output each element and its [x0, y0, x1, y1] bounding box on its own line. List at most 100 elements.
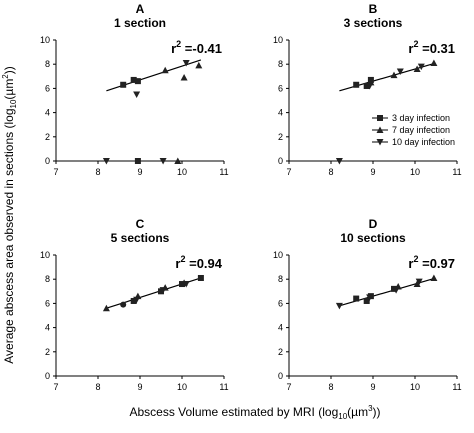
- panel-letter: C: [136, 217, 145, 231]
- y-tick-label: 4: [278, 323, 283, 333]
- y-tick-label: 4: [45, 108, 50, 118]
- y-tick-label: 2: [45, 347, 50, 357]
- x-tick-label: 10: [177, 382, 187, 392]
- y-tick-label: 2: [45, 132, 50, 142]
- x-tick-label: 7: [286, 167, 291, 177]
- x-tick-label: 8: [328, 167, 333, 177]
- x-tick-label: 8: [95, 167, 100, 177]
- data-point-triangle-down: [182, 59, 190, 67]
- data-point-triangle-down: [159, 158, 167, 165]
- data-point-triangle-down: [366, 82, 374, 90]
- r-squared-label: r2 =0.31: [408, 39, 455, 56]
- data-point-triangle-up: [161, 66, 169, 74]
- data-point-triangle-down: [133, 91, 141, 98]
- data-point-square: [353, 81, 360, 88]
- legend-marker-triangle-down: [376, 139, 384, 146]
- y-tick-label: 8: [45, 274, 50, 284]
- data-point-triangle-down: [415, 278, 423, 286]
- panel-title: 10 sections: [340, 231, 406, 245]
- y-tick-label: 0: [278, 156, 283, 166]
- y-tick-label: 0: [45, 156, 50, 166]
- r-squared-label: r2 =-0.41: [171, 39, 222, 56]
- data-point-square: [353, 295, 360, 302]
- y-tick-label: 10: [40, 250, 50, 260]
- legend-marker-triangle-up: [376, 126, 384, 133]
- x-tick-label: 11: [219, 167, 228, 177]
- x-tick-label: 8: [328, 382, 333, 392]
- panel-title: 3 sections: [344, 16, 403, 30]
- y-axis-label: Average abscess area observed in section…: [1, 66, 18, 364]
- x-tick-label: 9: [370, 167, 375, 177]
- data-point-triangle-down: [102, 158, 110, 165]
- x-tick-label: 9: [137, 382, 142, 392]
- data-point-triangle-up: [413, 65, 421, 73]
- data-point-triangle-down: [133, 296, 141, 304]
- x-tick-label: 7: [286, 382, 291, 392]
- x-tick-label: 11: [452, 167, 461, 177]
- data-point-triangle-down: [159, 287, 167, 294]
- legend-marker-square: [377, 115, 383, 121]
- x-tick-label: 11: [452, 382, 461, 392]
- y-tick-label: 4: [278, 108, 283, 118]
- x-axis-label: Abscess Volume estimated by MRI (log10(µ…: [129, 404, 380, 421]
- y-tick-label: 0: [278, 371, 283, 381]
- data-point-triangle-down: [417, 63, 425, 71]
- panel-letter: A: [136, 2, 145, 16]
- x-tick-label: 8: [95, 382, 100, 392]
- x-tick-label: 11: [219, 382, 228, 392]
- data-point-square: [363, 297, 370, 304]
- x-tick-label: 10: [410, 167, 420, 177]
- data-point-triangle-down: [335, 158, 343, 165]
- y-tick-label: 8: [278, 59, 283, 69]
- data-point-triangle-up: [180, 74, 188, 81]
- panel-B: B3 sections 0 2 4 6 8 10 7 8 9 10 11 r2 =0.31: [273, 2, 462, 177]
- data-point-triangle-down: [396, 68, 404, 75]
- y-tick-label: 10: [273, 35, 283, 45]
- data-point-triangle-down: [182, 281, 190, 288]
- data-point-triangle-up: [430, 274, 438, 281]
- panel-title: 1 section: [114, 16, 166, 30]
- x-tick-label: 10: [410, 382, 420, 392]
- data-point-triangle-up: [174, 157, 182, 164]
- data-point-triangle-up: [430, 59, 438, 66]
- data-point-triangle-down: [335, 302, 343, 310]
- data-point-triangle-up: [102, 304, 110, 312]
- data-point-square: [134, 78, 141, 85]
- data-point-triangle-down: [392, 287, 400, 294]
- data-point-triangle-up: [413, 280, 421, 288]
- data-point-square: [134, 158, 141, 164]
- data-point-triangle-up: [195, 61, 203, 69]
- y-tick-label: 0: [45, 371, 50, 381]
- x-tick-label: 9: [370, 382, 375, 392]
- r-squared-label: r2 =0.94: [175, 254, 222, 271]
- y-tick-label: 6: [278, 83, 283, 93]
- y-tick-label: 2: [278, 347, 283, 357]
- data-point-circle: [120, 301, 127, 308]
- panel-letter: B: [369, 2, 378, 16]
- data-point-square: [120, 81, 127, 88]
- panels: A1 section 0 2 4 6 8 10 7 8 9 10 11 r2 =-0.41 B3 sect…: [40, 2, 462, 392]
- panel-D: D10 sections 0 2 4 6 8 10 7 8 9 10 11 r2 =0.97: [273, 217, 462, 392]
- x-tick-label: 9: [137, 167, 142, 177]
- legend-label: 7 day infection: [392, 125, 450, 135]
- legend-label: 3 day infection: [392, 113, 450, 123]
- y-tick-label: 6: [45, 298, 50, 308]
- legend: 3 day infection 7 day infection 10 day inf…: [372, 113, 455, 147]
- panel-letter: D: [369, 217, 378, 231]
- data-point-square: [363, 82, 370, 89]
- y-tick-label: 8: [45, 59, 50, 69]
- data-point-triangle-down: [366, 294, 374, 301]
- data-point-triangle-up: [390, 71, 398, 79]
- y-tick-label: 10: [273, 250, 283, 260]
- data-point-square: [130, 297, 137, 304]
- legend-label: 10 day infection: [392, 137, 455, 147]
- data-point-square: [158, 288, 164, 295]
- panel-C: C5 sections 0 2 4 6 8 10 7 8 9 10 11 r2 =0.94: [40, 217, 229, 392]
- r-squared-label: r2 =0.97: [408, 254, 455, 271]
- x-tick-label: 7: [53, 382, 58, 392]
- y-tick-label: 10: [40, 35, 50, 45]
- x-tick-label: 7: [53, 167, 58, 177]
- y-tick-label: 8: [278, 274, 283, 284]
- y-tick-label: 6: [278, 298, 283, 308]
